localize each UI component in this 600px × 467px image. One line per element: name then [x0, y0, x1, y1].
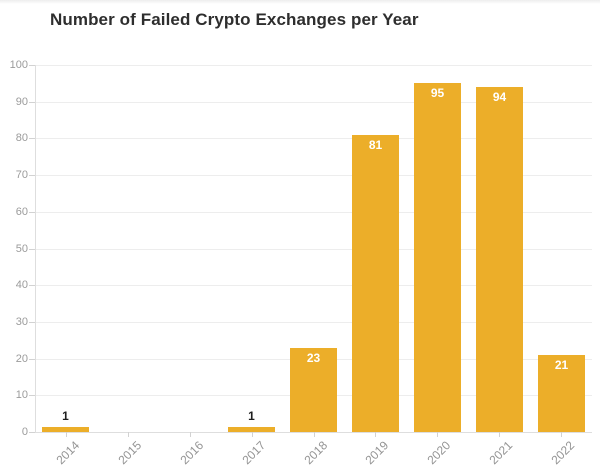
bar-2017[interactable]: [228, 427, 275, 432]
y-tick-40: [29, 285, 35, 286]
chart-title: Number of Failed Crypto Exchanges per Ye…: [50, 10, 419, 29]
x-tick-2020: [437, 432, 438, 437]
bar-value-label-2019: 81: [368, 138, 383, 152]
y-tick-30: [29, 322, 35, 323]
y-tick-90: [29, 102, 35, 103]
x-axis-label-2014: 2014: [53, 438, 83, 467]
bar-value-label-2014: 1: [62, 409, 69, 423]
gridline-40: [35, 285, 592, 286]
x-tick-2019: [375, 432, 376, 437]
x-axis-label-2016: 2016: [177, 438, 207, 467]
bar-2021[interactable]: [476, 87, 523, 432]
x-tick-2022: [561, 432, 562, 437]
gridline-100: [35, 65, 592, 66]
bar-value-label-2021: 94: [492, 90, 507, 104]
x-tick-2014: [66, 432, 67, 437]
y-tick-20: [29, 359, 35, 360]
gridline-80: [35, 138, 592, 139]
x-axis-label-2021: 2021: [486, 438, 516, 467]
x-axis-label-2015: 2015: [115, 438, 145, 467]
y-tick-60: [29, 212, 35, 213]
plot-area: 1 1 23 81 95 94 21: [35, 65, 592, 433]
bar-2020[interactable]: [414, 83, 461, 432]
gridline-60: [35, 212, 592, 213]
bar-2022[interactable]: [538, 355, 585, 432]
gridline-90: [35, 102, 592, 103]
y-tick-50: [29, 249, 35, 250]
y-tick-label-50: 50: [15, 243, 28, 255]
y-axis-line: [35, 65, 36, 432]
gridline-30: [35, 322, 592, 323]
x-tick-2016: [190, 432, 191, 437]
x-tick-2017: [252, 432, 253, 437]
gridline-70: [35, 175, 592, 176]
top-edge-shade: [0, 0, 600, 4]
bar-2019[interactable]: [352, 135, 399, 432]
y-tick-label-60: 60: [15, 206, 28, 218]
y-tick-100: [29, 65, 35, 66]
bar-2018[interactable]: [290, 348, 337, 432]
bar-2014[interactable]: [42, 427, 89, 432]
y-tick-70: [29, 175, 35, 176]
y-tick-80: [29, 138, 35, 139]
y-tick-10: [29, 395, 35, 396]
x-tick-2015: [128, 432, 129, 437]
x-axis-label-2017: 2017: [239, 438, 269, 467]
bar-value-label-2022: 21: [554, 358, 569, 372]
x-tick-2021: [499, 432, 500, 437]
bar-value-label-2018: 23: [306, 351, 321, 365]
y-tick-label-10: 10: [15, 389, 28, 401]
x-tick-2018: [314, 432, 315, 437]
y-tick-label-30: 30: [15, 316, 28, 328]
y-tick-label-40: 40: [15, 279, 28, 291]
x-axis-label-2018: 2018: [301, 438, 331, 467]
x-axis-baseline: [35, 432, 592, 433]
x-axis-label-2022: 2022: [548, 438, 578, 467]
y-tick-label-90: 90: [15, 96, 28, 108]
y-tick-0: [29, 432, 35, 433]
bar-value-label-2017: 1: [248, 409, 255, 423]
x-axis-label-2020: 2020: [424, 438, 454, 467]
gridline-50: [35, 249, 592, 250]
y-tick-label-70: 70: [15, 169, 28, 181]
x-axis-label-2019: 2019: [362, 438, 392, 467]
y-tick-label-0: 0: [21, 426, 28, 438]
bar-value-label-2020: 95: [430, 86, 445, 100]
y-tick-label-20: 20: [15, 353, 28, 365]
y-tick-label-80: 80: [15, 132, 28, 144]
y-tick-label-100: 100: [9, 59, 28, 71]
